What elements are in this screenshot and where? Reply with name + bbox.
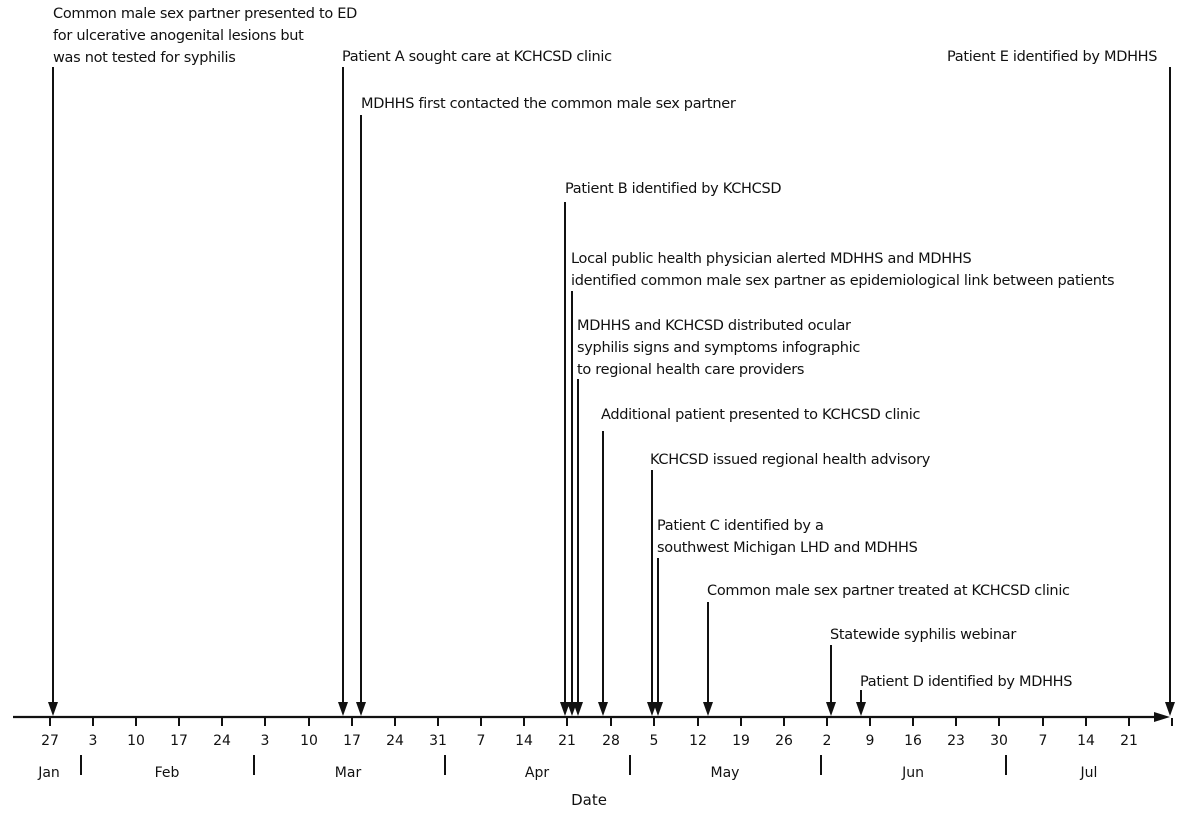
event-label: Common male sex partner treated at KCHCS… bbox=[707, 580, 1070, 602]
arrow-down-icon bbox=[560, 702, 570, 716]
event-label: Patient B identified by KCHCSD bbox=[565, 178, 782, 200]
event-label-line: for ulcerative anogenital lesions but bbox=[53, 28, 304, 44]
month-label: Jan bbox=[38, 765, 60, 781]
event-label: Patient D identified by MDHHS bbox=[860, 671, 1072, 693]
event-label: MDHHS and KCHCSD distributed ocular syphi… bbox=[577, 315, 860, 381]
tick-label: 30 bbox=[990, 733, 1008, 749]
event-label-line: Patient C identified by a bbox=[657, 518, 824, 534]
x-axis-title: Date bbox=[571, 791, 607, 809]
event-label-line: southwest Michigan LHD and MDHHS bbox=[657, 540, 918, 556]
event-label: Patient A sought care at KCHCSD clinic bbox=[342, 46, 612, 68]
event-label: Patient C identified by a southwest Michi… bbox=[657, 515, 918, 559]
event-label: MDHHS first contacted the common male se… bbox=[361, 93, 736, 115]
event-label-line: KCHCSD issued regional health advisory bbox=[650, 452, 931, 468]
tick-label: 10 bbox=[300, 733, 318, 749]
month-label: Jun bbox=[902, 765, 924, 781]
tick-label: 7 bbox=[476, 733, 486, 749]
tick-label: 24 bbox=[213, 733, 231, 749]
event-label-line: Common male sex partner presented to ED bbox=[53, 6, 357, 22]
tick-label: 28 bbox=[602, 733, 620, 749]
event-label-line: to regional health care providers bbox=[577, 362, 805, 378]
event-label-line: Patient D identified by MDHHS bbox=[860, 674, 1073, 690]
arrow-down-icon bbox=[856, 702, 866, 716]
event-label-line: MDHHS and KCHCSD distributed ocular bbox=[577, 318, 851, 334]
tick-label: 17 bbox=[343, 733, 361, 749]
event-label-line: MDHHS first contacted the common male se… bbox=[361, 96, 736, 112]
event-label-line: Patient B identified by KCHCSD bbox=[565, 181, 782, 197]
tick-label: 27 bbox=[41, 733, 59, 749]
month-label: Jul bbox=[1080, 765, 1098, 781]
tick-label: 19 bbox=[732, 733, 750, 749]
arrow-down-icon bbox=[48, 702, 58, 716]
month-label: Apr bbox=[524, 765, 550, 781]
arrow-down-icon bbox=[598, 702, 608, 716]
arrow-down-icon bbox=[653, 702, 663, 716]
event-label-line: Additional patient presented to KCHCSD c… bbox=[601, 407, 921, 423]
axis-arrowhead-icon bbox=[1154, 712, 1170, 722]
event-label-line: Statewide syphilis webinar bbox=[830, 627, 1017, 643]
event-label-line: Patient A sought care at KCHCSD clinic bbox=[342, 49, 612, 65]
tick-label: 14 bbox=[515, 733, 533, 749]
tick-label: 9 bbox=[865, 733, 875, 749]
tick-label: 3 bbox=[88, 733, 98, 749]
tick-label: 21 bbox=[558, 733, 576, 749]
tick-label: 26 bbox=[775, 733, 793, 749]
month-label: Feb bbox=[154, 765, 180, 781]
event-label: Additional patient presented to KCHCSD c… bbox=[601, 404, 921, 426]
event-label-line: Local public health physician alerted MD… bbox=[571, 251, 972, 267]
tick-label: 24 bbox=[386, 733, 404, 749]
month-label: Mar bbox=[334, 765, 362, 781]
arrow-down-icon bbox=[573, 702, 583, 716]
arrow-down-icon bbox=[826, 702, 836, 716]
event-label-line: Patient E identified by MDHHS bbox=[947, 49, 1158, 65]
tick-label: 10 bbox=[127, 733, 145, 749]
event-label-line: identified common male sex partner as ep… bbox=[571, 273, 1115, 289]
tick-label: 16 bbox=[904, 733, 922, 749]
arrow-down-icon bbox=[338, 702, 348, 716]
tick-label: 21 bbox=[1120, 733, 1138, 749]
event-label: Common male sex partner presented to ED f… bbox=[53, 3, 357, 69]
tick-label: 14 bbox=[1077, 733, 1095, 749]
tick-label: 7 bbox=[1038, 733, 1048, 749]
tick-label: 23 bbox=[947, 733, 965, 749]
event-label-line: was not tested for syphilis bbox=[53, 50, 236, 66]
tick-label: 12 bbox=[689, 733, 707, 749]
event-label-line: Common male sex partner treated at KCHCS… bbox=[707, 583, 1070, 599]
event-label: Patient E identified by MDHHS bbox=[947, 46, 1157, 68]
event-label: KCHCSD issued regional health advisory bbox=[650, 449, 930, 471]
event-label: Statewide syphilis webinar bbox=[830, 624, 1016, 646]
tick-label: 5 bbox=[649, 733, 659, 749]
event-label-line: syphilis signs and symptoms infographic bbox=[577, 340, 861, 356]
tick-label: 31 bbox=[429, 733, 447, 749]
tick-label: 3 bbox=[260, 733, 270, 749]
arrow-down-icon bbox=[1165, 702, 1175, 716]
tick-label: 17 bbox=[170, 733, 188, 749]
event-label: Local public health physician alerted MD… bbox=[571, 248, 1115, 292]
arrow-down-icon bbox=[356, 702, 366, 716]
tick-label: 2 bbox=[822, 733, 832, 749]
month-label: May bbox=[710, 765, 740, 781]
arrow-down-icon bbox=[703, 702, 713, 716]
